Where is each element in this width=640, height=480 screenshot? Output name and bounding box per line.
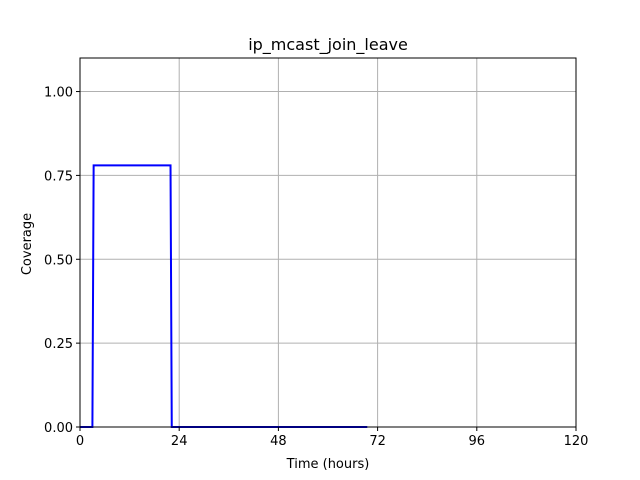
- y-axis-label: Coverage: [20, 213, 35, 275]
- plot-frame: [79, 57, 577, 428]
- y-tick-label: 1.00: [44, 86, 73, 101]
- y-tick-label: 0.00: [44, 421, 73, 436]
- ticks: 0 24 48 72 96 120 0.00 0.25 0.50 0.75 1.00: [44, 86, 588, 449]
- x-tick-label: 24: [171, 434, 188, 449]
- x-axis-label: Time (hours): [286, 457, 370, 472]
- x-tick-label: 48: [270, 434, 287, 449]
- x-tick-label: 120: [564, 434, 589, 449]
- x-tick-label: 72: [369, 434, 386, 449]
- y-tick-label: 0.50: [44, 253, 73, 268]
- series-line: [80, 164, 368, 428]
- y-tick-label: 0.25: [44, 337, 73, 352]
- chart-title: ip_mcast_join_leave: [248, 35, 408, 55]
- x-tick-label: 96: [469, 434, 486, 449]
- y-tick-label: 0.75: [44, 169, 73, 184]
- grid: [79, 58, 577, 428]
- x-tick-label: 0: [76, 434, 84, 449]
- series-layer: [80, 164, 368, 428]
